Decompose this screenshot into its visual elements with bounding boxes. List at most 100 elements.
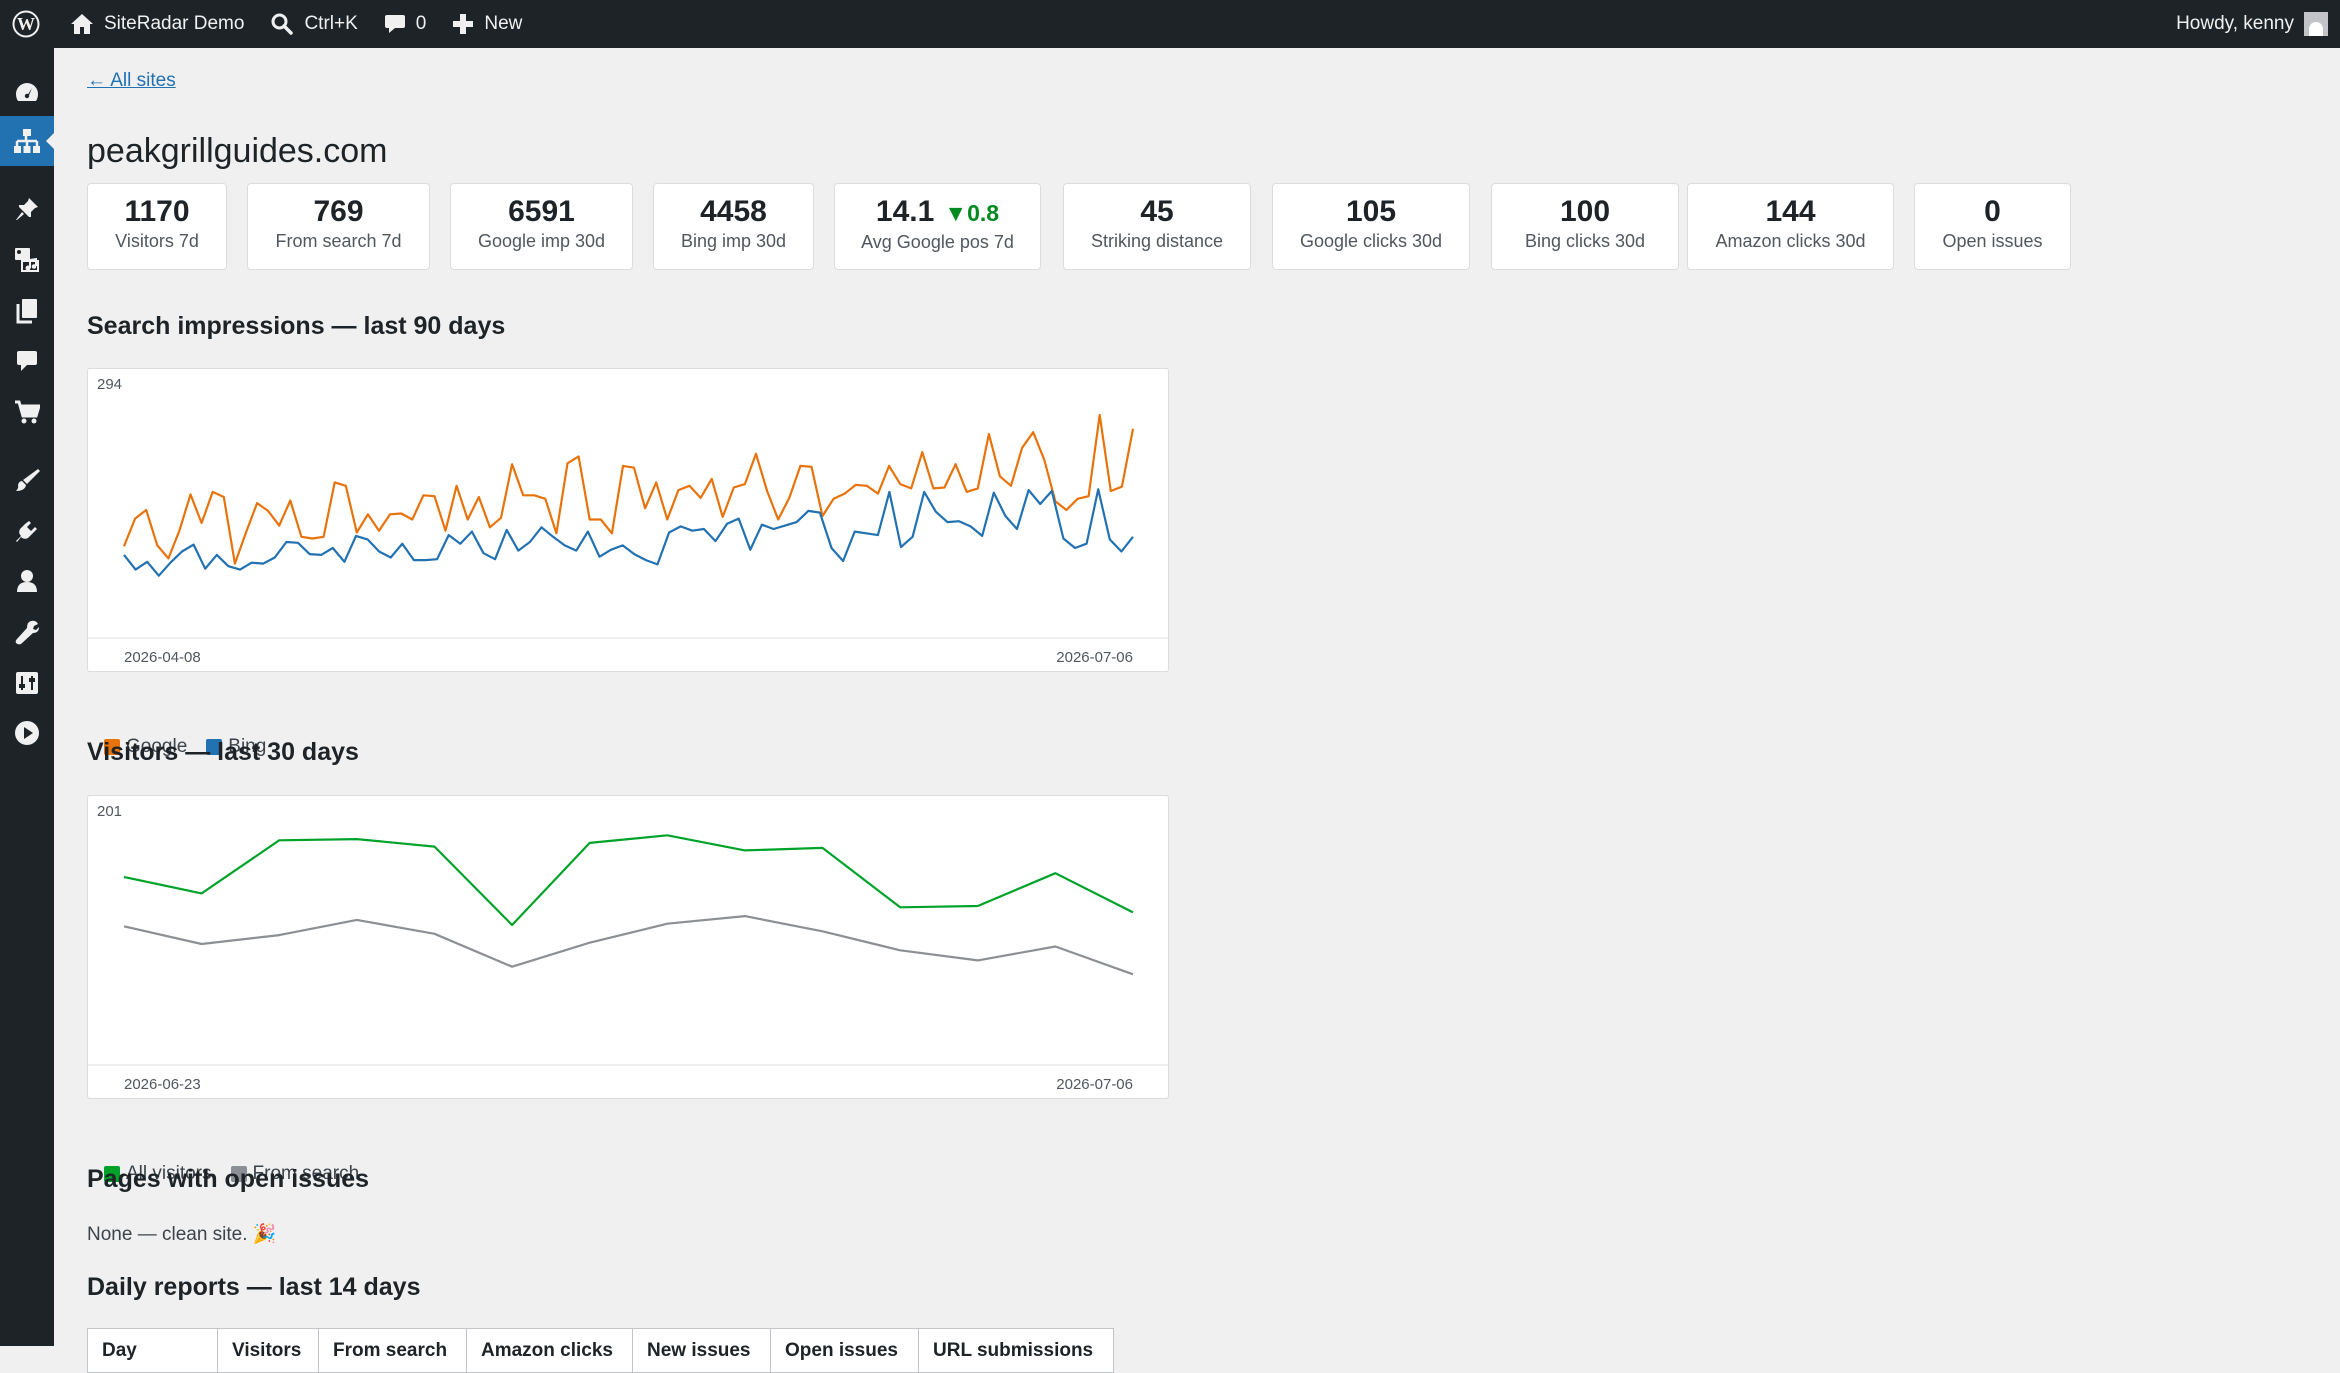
menu-pages[interactable] [0,286,54,336]
menu-siteradar[interactable] [0,116,54,166]
stat-card: 144 Amazon clicks 30d [1687,183,1894,270]
stat-label: Google clicks 30d [1299,231,1443,251]
search-icon [271,13,294,35]
legend-swatch [206,739,223,755]
visitors-heading: Visitors — last 30 days [87,738,359,766]
stat-value: 14.1 [875,195,935,228]
admin-sidebar [0,48,54,1346]
menu-comments[interactable] [0,336,54,386]
legend-item-bing: Bing [206,736,266,758]
no-issues-text: None — clean site. 🎉 [87,1224,277,1245]
stat-value: 45 [1140,195,1174,228]
menu-dashboard[interactable] [0,67,54,117]
visitors-legend: All visitors From search [104,1163,378,1185]
visitors-chart: 201 2026-06-23 2026-07-06 [87,795,1169,1099]
x-start-label: 2026-06-23 [124,1076,201,1093]
play-icon [15,721,39,745]
user-greeting: Howdy, kenny [2176,13,2294,34]
comments-link[interactable]: 0 [370,0,439,48]
daily-reports-heading: Daily reports — last 14 days [87,1273,421,1301]
menu-settings[interactable] [0,658,54,708]
menu-appearance[interactable] [0,455,54,505]
stat-label: Visitors 7d [115,231,199,251]
stat-value: 100 [1559,195,1611,228]
legend-item-from-search: From search [230,1163,360,1185]
page-title: peakgrillguides.com [87,132,388,170]
legend-label: Bing [228,736,267,757]
open-issues-heading: Pages with open issues [87,1165,370,1193]
stat-value: 0 [1984,195,2001,228]
legend-label: From search [252,1163,360,1184]
command-search-button[interactable]: Ctrl+K [256,0,369,48]
table-header-row: Day Visitors From search Amazon clicks N… [87,1328,1114,1373]
search-shortcut: Ctrl+K [304,13,358,34]
stat-label: Open issues [1942,231,2043,251]
stat-card: 45 Striking distance [1063,183,1251,270]
menu-tools[interactable] [0,607,54,657]
stat-card: 14.1 ▼0.8 Avg Google pos 7d [834,183,1041,270]
wordpress-logo-icon[interactable]: W [0,0,52,48]
site-name: SiteRadar Demo [104,13,245,34]
menu-plugins[interactable] [0,506,54,556]
stat-card: 1170 Visitors 7d [87,183,227,270]
stat-label: Amazon clicks 30d [1715,231,1866,251]
stat-value: 4458 [700,195,767,228]
new-label: New [484,13,523,34]
stat-card: 6591 Google imp 30d [450,183,633,270]
legend-label: All visitors [126,1163,212,1184]
column-header-visitors[interactable]: Visitors [217,1328,319,1373]
stat-card: 4458 Bing imp 30d [653,183,814,270]
stat-card: 769 From search 7d [247,183,430,270]
column-header-amazon-clicks[interactable]: Amazon clicks [466,1328,633,1373]
pages-icon [16,299,37,324]
legend-swatch [104,1166,120,1182]
menu-users[interactable] [0,556,54,606]
user-icon [17,570,37,592]
all-sites-link[interactable]: ← All sites [87,70,176,91]
avatar [2304,12,2328,36]
column-header-from-search[interactable]: From search [318,1328,467,1373]
series-line-google [122,413,1135,565]
x-end-label: 2026-07-06 [1056,649,1133,666]
column-header-day[interactable]: Day [87,1328,218,1373]
menu-media[interactable] [0,235,54,285]
media-icon [15,248,39,272]
new-content-button[interactable]: New [438,0,534,48]
stat-label: From search 7d [275,231,402,251]
series-line-bing [123,488,1134,577]
stat-label: Bing clicks 30d [1524,231,1646,251]
daily-reports-table: Day Visitors From search Amazon clicks N… [87,1328,1114,1373]
site-name-link[interactable]: SiteRadar Demo [52,0,256,48]
y-max-label: 294 [97,376,122,393]
sliders-icon [16,672,38,694]
series-line-all-visitors [123,834,1134,927]
wrench-icon [15,620,39,645]
sitemap-icon [14,129,40,153]
dashboard-icon [16,83,38,101]
legend-swatch [230,1166,247,1182]
column-header-url-submissions[interactable]: URL submissions [918,1328,1114,1373]
stat-card: 0 Open issues [1914,183,2071,270]
menu-collapse[interactable] [0,708,54,758]
pin-icon [16,198,38,220]
menu-woocommerce[interactable] [0,387,54,437]
column-header-new-issues[interactable]: New issues [632,1328,771,1373]
stat-card: 100 Bing clicks 30d [1491,183,1679,270]
stat-value: 769 [313,195,364,228]
legend-swatch [104,739,120,755]
stat-card: 105 Google clicks 30d [1272,183,1470,270]
stat-label: Bing imp 30d [680,231,787,251]
stat-value: 1170 [124,195,190,228]
stat-value: 105 [1345,195,1397,228]
user-account-menu[interactable]: Howdy, kenny [2176,0,2340,48]
x-start-label: 2026-04-08 [124,649,201,666]
impressions-heading: Search impressions — last 90 days [87,312,506,340]
plugin-icon [16,521,37,542]
legend-label: Google [126,736,188,757]
impressions-chart: 294 2026-04-08 2026-07-06 [87,368,1169,672]
legend-item-google: Google [104,736,187,758]
column-header-open-issues[interactable]: Open issues [770,1328,919,1373]
comments-count: 0 [415,13,427,34]
menu-posts[interactable] [0,184,54,234]
impressions-legend: Google Bing [104,736,285,758]
